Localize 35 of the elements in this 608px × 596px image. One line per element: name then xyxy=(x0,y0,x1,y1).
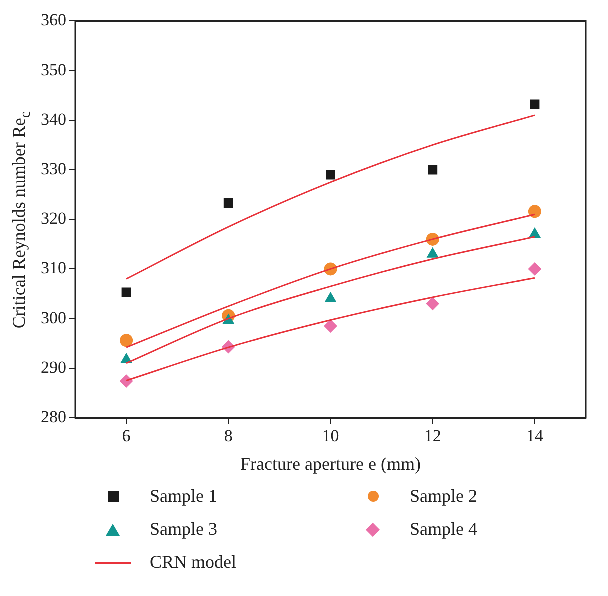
line-series xyxy=(126,114,536,280)
point xyxy=(529,228,541,238)
point xyxy=(428,165,438,175)
x-tick-label: 10 xyxy=(322,426,340,446)
point xyxy=(224,198,234,208)
legend-label: Sample 3 xyxy=(150,519,218,540)
point xyxy=(427,248,439,258)
y-tick-label: 320 xyxy=(41,209,66,228)
y-tick-label: 330 xyxy=(41,159,66,178)
point xyxy=(324,320,338,333)
point xyxy=(528,262,542,276)
y-tick-label: 350 xyxy=(41,60,66,80)
point xyxy=(326,170,336,180)
y-tick-label: 340 xyxy=(41,110,66,129)
y-tick-label: 280 xyxy=(41,407,66,426)
point xyxy=(530,100,540,110)
x-tick-label: 12 xyxy=(424,426,442,446)
y-tick-label: 310 xyxy=(41,258,66,278)
legend-label: Sample 1 xyxy=(150,486,218,507)
legend-label: Sample 2 xyxy=(410,486,478,507)
point xyxy=(122,288,132,298)
y-tick-label: 360 xyxy=(41,10,66,30)
point xyxy=(528,205,542,218)
point xyxy=(426,297,440,310)
point xyxy=(120,334,134,348)
legend-label: Sample 4 xyxy=(410,519,478,540)
x-tick-label: 8 xyxy=(224,426,233,446)
y-tick-label: 300 xyxy=(41,308,66,328)
y-tick-label: 290 xyxy=(41,358,66,377)
legend-label: CRN model xyxy=(150,552,237,573)
point xyxy=(325,292,336,302)
point xyxy=(120,374,134,388)
x-axis-title: Fracture aperture e (mm) xyxy=(240,454,421,474)
x-tick-label: 6 xyxy=(122,426,131,446)
x-tick-label: 14 xyxy=(526,426,544,446)
